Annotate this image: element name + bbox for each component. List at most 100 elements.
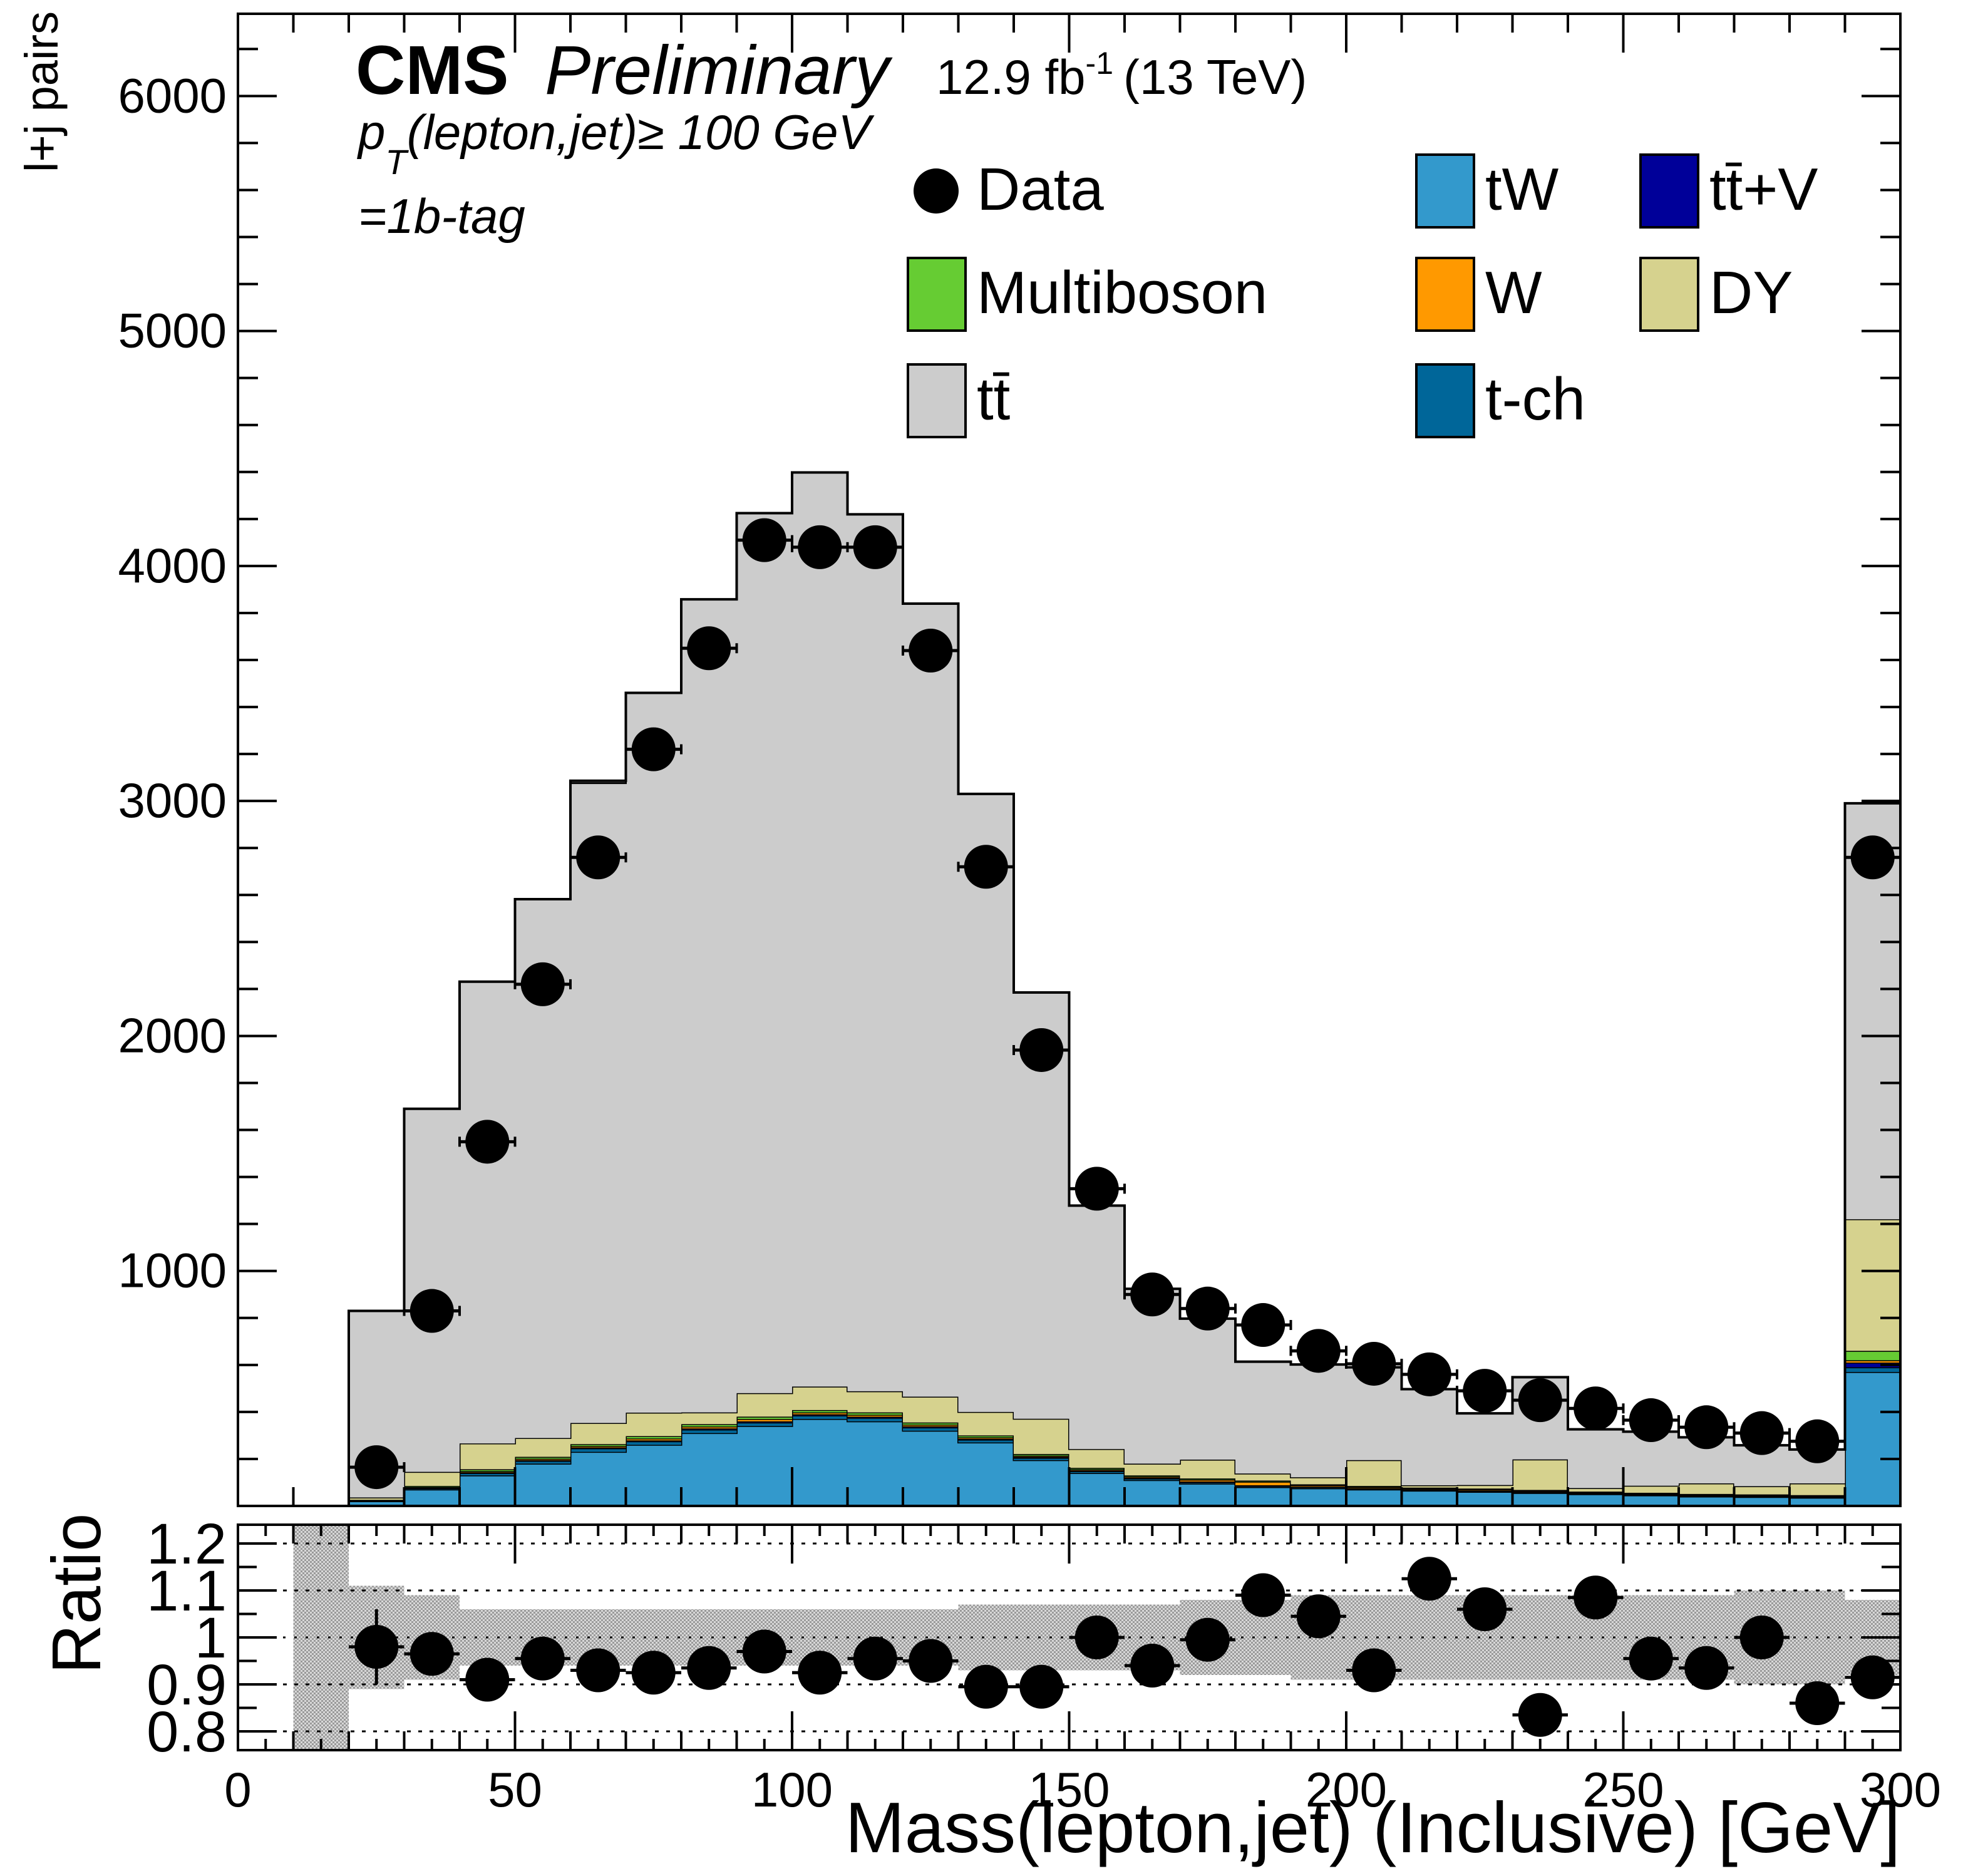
ratio-ytick-label-1_2: 1.2 bbox=[147, 1512, 227, 1576]
data-point-24 bbox=[1629, 1398, 1673, 1443]
legend-label-tW: tW bbox=[1485, 156, 1559, 223]
legend-label-ttV: tt̄+V bbox=[1709, 156, 1818, 223]
main-ytick-label-1000: 1000 bbox=[118, 1243, 227, 1298]
stack-bar-DY-bin-5 bbox=[570, 1423, 626, 1445]
data-point-10 bbox=[853, 525, 897, 569]
cms-label: CMS bbox=[356, 32, 508, 109]
legend-label-tt: tt̄ bbox=[977, 366, 1010, 433]
data-point-12 bbox=[964, 845, 1008, 889]
stack-bar-tW-bin-14 bbox=[1069, 1473, 1125, 1506]
stack-bar-Multiboson-bin-6 bbox=[626, 1436, 681, 1439]
stack-bar-Multiboson-bin-12 bbox=[958, 1435, 1014, 1438]
preliminary-label: Preliminary bbox=[545, 32, 893, 109]
ratio-point-6 bbox=[687, 1646, 731, 1690]
stack-bar-Multiboson-bin-5 bbox=[570, 1444, 626, 1446]
ratio-point-2 bbox=[465, 1657, 510, 1702]
data-point-9 bbox=[798, 525, 842, 569]
stack-bar-tt-bin-5 bbox=[570, 783, 626, 1423]
stack-bar-DY-bin-17 bbox=[1235, 1473, 1291, 1481]
stack-bar-DY-bin-13 bbox=[1014, 1418, 1069, 1455]
legend-swatch-tW bbox=[1415, 153, 1475, 229]
main-y-axis-label: l+j pairs bbox=[16, 11, 68, 172]
x-tick-label-150: 150 bbox=[1028, 1762, 1110, 1817]
stack-bar-DY-bin-28 bbox=[1845, 1219, 1900, 1351]
stack-bar-tch-bin-6 bbox=[626, 1441, 681, 1445]
data-point-14 bbox=[1074, 1167, 1119, 1211]
stack-bar-tW-bin-24 bbox=[1623, 1495, 1679, 1506]
energy-label: (13 TeV) bbox=[1123, 49, 1307, 105]
data-point-8 bbox=[742, 518, 786, 562]
stack-bar-Multiboson-bin-11 bbox=[903, 1422, 959, 1425]
stack-bar-tch-bin-3 bbox=[460, 1473, 515, 1476]
stack-bar-DY-bin-23 bbox=[1568, 1488, 1624, 1492]
legend-marker-Data bbox=[914, 168, 959, 214]
stack-bar-tt-bin-23 bbox=[1568, 1429, 1624, 1488]
stack-bar-tt-bin-7 bbox=[681, 599, 737, 1413]
ratio-y-axis: 0.80.911.11.2 bbox=[147, 1512, 1900, 1764]
data-point-3 bbox=[465, 1120, 510, 1164]
ratio-point-27 bbox=[1850, 1655, 1895, 1699]
stack-bar-tW-bin-4 bbox=[515, 1463, 570, 1506]
pt-cut-label: pT(lepton,jet)≥ 100 GeV bbox=[357, 105, 875, 182]
stack-bar-tch-bin-12 bbox=[958, 1440, 1014, 1443]
ratio-point-13 bbox=[1074, 1616, 1119, 1659]
stack-bar-tt-bin-10 bbox=[847, 514, 903, 1391]
legend-label-Data: Data bbox=[977, 156, 1104, 223]
stack-bar-tt-bin-20 bbox=[1401, 1389, 1457, 1485]
stack-bar-DY-bin-15 bbox=[1125, 1463, 1180, 1476]
stack-bar-DY-bin-19 bbox=[1346, 1460, 1402, 1487]
stack-bar-Multiboson-bin-4 bbox=[515, 1456, 570, 1459]
stack-bar-tch-bin-9 bbox=[792, 1415, 848, 1420]
stack-bar-W-bin-17 bbox=[1235, 1482, 1291, 1485]
stack-bar-tt-bin-9 bbox=[792, 472, 848, 1387]
ratio-band-bin-20 bbox=[1401, 1595, 1457, 1680]
stack-bar-tt-bin-12 bbox=[958, 793, 1014, 1412]
ratio-ytick-label-0_8: 0.8 bbox=[147, 1700, 227, 1764]
ratio-point-11 bbox=[964, 1664, 1008, 1709]
data-point-5 bbox=[576, 835, 621, 880]
stack-bar-tW-bin-20 bbox=[1401, 1490, 1457, 1506]
stack-bar-DY-bin-16 bbox=[1180, 1460, 1235, 1479]
luminosity-value: 12.9 fb bbox=[936, 49, 1086, 105]
ratio-points bbox=[349, 1557, 1900, 1737]
stack-bar-Multiboson-bin-10 bbox=[847, 1412, 903, 1415]
stack-bar-tW-bin-25 bbox=[1679, 1496, 1734, 1506]
data-point-23 bbox=[1574, 1386, 1618, 1431]
x-tick-label-300: 300 bbox=[1860, 1762, 1941, 1817]
stack-bar-DY-bin-22 bbox=[1512, 1459, 1568, 1490]
stack-bar-W-bin-16 bbox=[1180, 1479, 1235, 1482]
ratio-point-26 bbox=[1795, 1681, 1840, 1725]
data-points bbox=[348, 518, 1902, 1490]
ratio-point-22 bbox=[1574, 1575, 1618, 1620]
legend-swatch-W bbox=[1415, 257, 1475, 332]
stack-bar-tt-bin-16 bbox=[1180, 1318, 1235, 1460]
ratio-point-0 bbox=[354, 1625, 399, 1669]
stack-bar-tW-bin-5 bbox=[570, 1451, 626, 1506]
stack-bar-W-bin-28 bbox=[1845, 1360, 1900, 1363]
ratio-ytick-label-1_1: 1.1 bbox=[147, 1559, 227, 1623]
stack-bar-DY-bin-6 bbox=[626, 1413, 681, 1436]
stack-bar-Multiboson-bin-8 bbox=[736, 1416, 792, 1420]
stack-bar-tt-bin-6 bbox=[626, 693, 681, 1413]
stack-bar-W-bin-9 bbox=[792, 1412, 848, 1415]
ratio-point-5 bbox=[631, 1651, 676, 1695]
stack-bar-DY-bin-11 bbox=[903, 1396, 959, 1423]
stack-bar-DY-bin-18 bbox=[1290, 1477, 1346, 1485]
stack-bar-tW-bin-8 bbox=[736, 1426, 792, 1506]
stack-bar-DY-bin-10 bbox=[847, 1391, 903, 1413]
stack-bar-tt-bin-11 bbox=[903, 603, 959, 1397]
ratio-point-4 bbox=[576, 1648, 621, 1693]
ratio-band-bin-13 bbox=[1014, 1604, 1069, 1671]
luminosity-exponent: -1 bbox=[1086, 46, 1113, 81]
main-ytick-label-4000: 4000 bbox=[118, 538, 227, 593]
stack-bar-DY-bin-1 bbox=[349, 1497, 404, 1500]
stack-bar-Multiboson-bin-3 bbox=[460, 1469, 515, 1471]
stack-bar-tt-bin-21 bbox=[1457, 1413, 1513, 1485]
stack-bar-tW-bin-13 bbox=[1014, 1460, 1069, 1506]
data-point-4 bbox=[520, 962, 565, 1006]
stack-bar-DY-bin-24 bbox=[1623, 1485, 1679, 1493]
stack-bar-tW-bin-28 bbox=[1845, 1372, 1900, 1506]
ratio-point-1 bbox=[410, 1632, 454, 1676]
ratio-ytick-label-0_9: 0.9 bbox=[147, 1653, 227, 1717]
